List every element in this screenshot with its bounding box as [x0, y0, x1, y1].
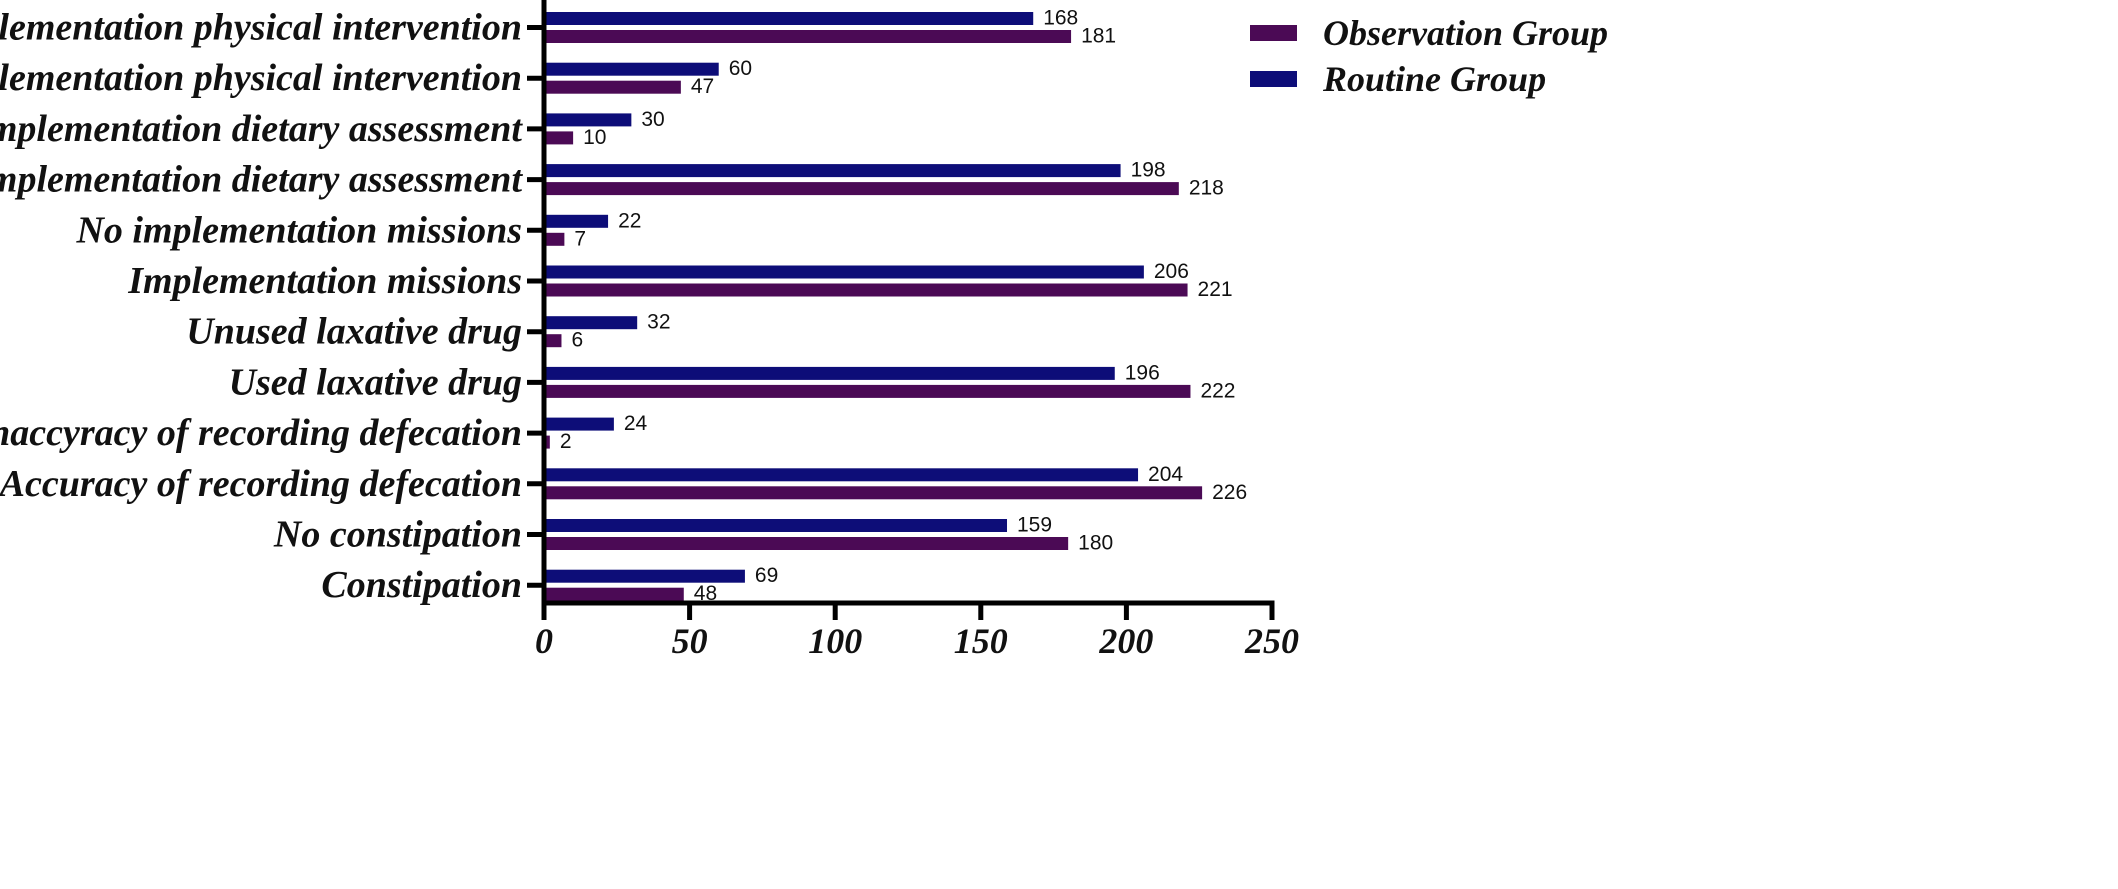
data-label: 226 [1212, 481, 1247, 504]
bar-routine-group [544, 214, 609, 228]
bar-observation-group [544, 587, 684, 601]
data-label: 47 [691, 75, 714, 98]
data-label: 180 [1078, 532, 1113, 555]
x-tick-label: 200 [1098, 621, 1153, 661]
data-label: 159 [1017, 514, 1052, 537]
data-label: 206 [1154, 260, 1189, 283]
bar-observation-group [544, 384, 1191, 398]
bar-routine-group [544, 265, 1144, 279]
bar-observation-group [544, 334, 562, 348]
data-label: 7 [574, 227, 586, 250]
legend-swatch [1250, 71, 1297, 87]
data-label: 196 [1125, 361, 1160, 384]
bar-routine-group [544, 519, 1008, 532]
bar-observation-group [544, 537, 1069, 550]
data-label: 222 [1200, 379, 1235, 402]
bar-observation-group [544, 232, 565, 246]
data-label: 181 [1081, 25, 1116, 48]
category-label: Unaccyracy of recording defecation [0, 412, 522, 454]
bar-routine-group [544, 62, 719, 76]
legend-swatch [1250, 25, 1297, 41]
bar-routine-group [544, 468, 1139, 482]
data-label: 32 [647, 311, 670, 334]
data-label: 60 [729, 57, 752, 80]
data-label: 198 [1131, 159, 1166, 182]
category-label: Used laxative drug [229, 361, 522, 403]
category-label: Implementation missions [127, 260, 522, 302]
data-label: 204 [1148, 463, 1183, 486]
data-label: 10 [583, 126, 606, 149]
legend-label: Routine Group [1322, 59, 1546, 99]
bar-observation-group [544, 283, 1188, 297]
category-label: No implementation physical intervention [0, 7, 522, 49]
data-label: 218 [1189, 177, 1224, 200]
bar-observation-group [544, 80, 681, 94]
category-label: Implementation physical intervention [0, 57, 522, 99]
x-tick-label: 100 [808, 621, 862, 661]
data-label: 30 [641, 108, 664, 131]
bar-observation-group [544, 486, 1203, 500]
bar-observation-group [544, 182, 1179, 196]
bar-observation-group [544, 435, 550, 449]
x-tick-label: 0 [535, 621, 553, 661]
bar-observation-group [544, 131, 574, 145]
bar-routine-group [544, 569, 745, 583]
bar-routine-group [544, 113, 632, 127]
x-tick-label: 50 [672, 621, 708, 661]
legend-label: Observation Group [1323, 13, 1608, 53]
x-tick-label: 150 [954, 621, 1008, 661]
category-label: Implementation dietary assessment [0, 159, 523, 201]
category-label: Constipation [321, 564, 522, 606]
data-label: 24 [624, 412, 648, 435]
category-label: No constipation [273, 514, 522, 556]
bar-observation-group [544, 30, 1072, 43]
data-label: 48 [694, 582, 717, 605]
category-label: Unused laxative drug [186, 311, 522, 353]
x-tick-label: 250 [1244, 621, 1299, 661]
data-label: 221 [1198, 278, 1233, 301]
data-label: 6 [571, 329, 583, 352]
bar-routine-group [544, 316, 638, 330]
bar-routine-group [544, 366, 1115, 380]
category-label: No implementation missions [75, 209, 522, 251]
data-label: 2 [560, 430, 572, 453]
bar-routine-group [544, 417, 614, 431]
category-label: Accuracy of recording defecation [0, 463, 522, 505]
category-label: No implementation dietary assessment [0, 108, 523, 150]
bar-routine-group [544, 164, 1121, 178]
data-label: 168 [1043, 7, 1078, 30]
data-label: 22 [618, 209, 641, 232]
bar-routine-group [544, 12, 1034, 25]
data-label: 69 [755, 564, 778, 587]
